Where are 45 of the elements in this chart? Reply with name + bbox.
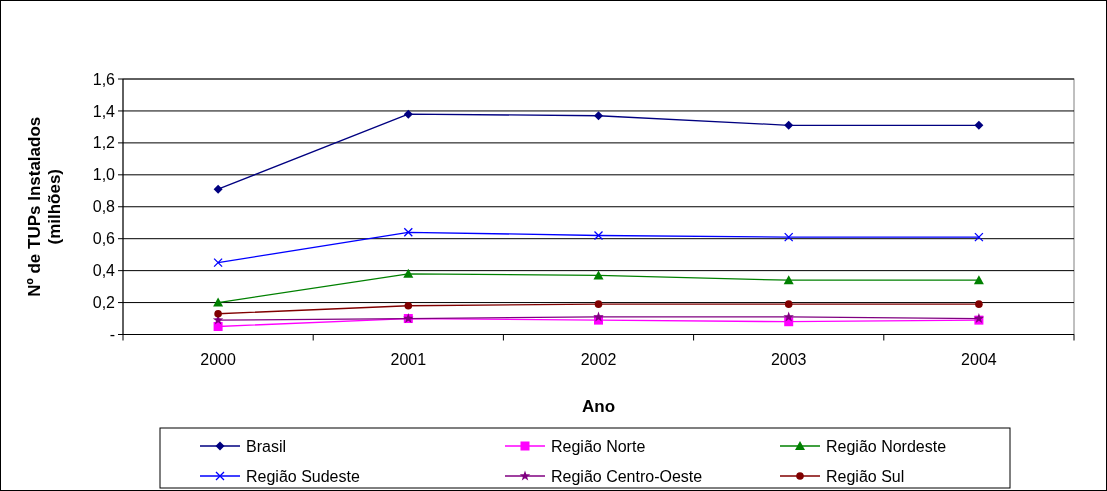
point <box>974 232 984 242</box>
point <box>594 111 603 121</box>
legend-label: Região Sudeste <box>246 467 360 485</box>
point <box>975 300 983 308</box>
legend-label: Região Nordeste <box>826 437 947 455</box>
y-tick-label: 0,2 <box>92 294 116 312</box>
point <box>784 232 794 242</box>
point <box>784 120 794 130</box>
point <box>213 297 224 307</box>
legend-label: Região Norte <box>551 437 646 455</box>
point <box>213 322 223 332</box>
x-tick-label: 2000 <box>200 350 236 368</box>
legend-label: Brasil <box>246 437 287 455</box>
point <box>213 184 223 194</box>
y-tick-label: 1,2 <box>92 134 116 152</box>
y-tick-label: 1,4 <box>92 102 116 120</box>
point <box>403 268 414 278</box>
x-tick-label: 2004 <box>961 350 997 368</box>
point <box>214 309 222 318</box>
y-tick-label: 1,6 <box>92 70 116 88</box>
point <box>213 257 223 268</box>
legend-label: Região Sul <box>826 467 905 485</box>
point <box>783 275 794 285</box>
point <box>974 120 984 130</box>
x-tick-label: 2001 <box>390 350 427 368</box>
y-tick-label: 0,6 <box>92 230 116 248</box>
point <box>593 311 604 322</box>
point <box>784 300 793 308</box>
y-tick-label: 1,0 <box>92 166 116 184</box>
point <box>594 300 603 308</box>
point <box>593 270 604 280</box>
y-axis-title: Nº de TUPs Instalados (milhões) <box>25 116 64 297</box>
point <box>404 301 413 310</box>
point <box>783 311 794 322</box>
point <box>593 230 604 241</box>
y-tick-label: - <box>109 326 115 344</box>
y-tick-label: 0,4 <box>92 262 116 280</box>
x-axis-title: Ano <box>581 396 616 416</box>
point <box>403 109 413 119</box>
x-tick-label: 2003 <box>770 350 807 368</box>
x-tick-label: 2002 <box>580 350 617 368</box>
point <box>973 275 984 285</box>
legend-label: Região Centro-Oeste <box>551 467 703 485</box>
y-tick-label: 0,8 <box>92 198 116 216</box>
point <box>403 227 413 237</box>
